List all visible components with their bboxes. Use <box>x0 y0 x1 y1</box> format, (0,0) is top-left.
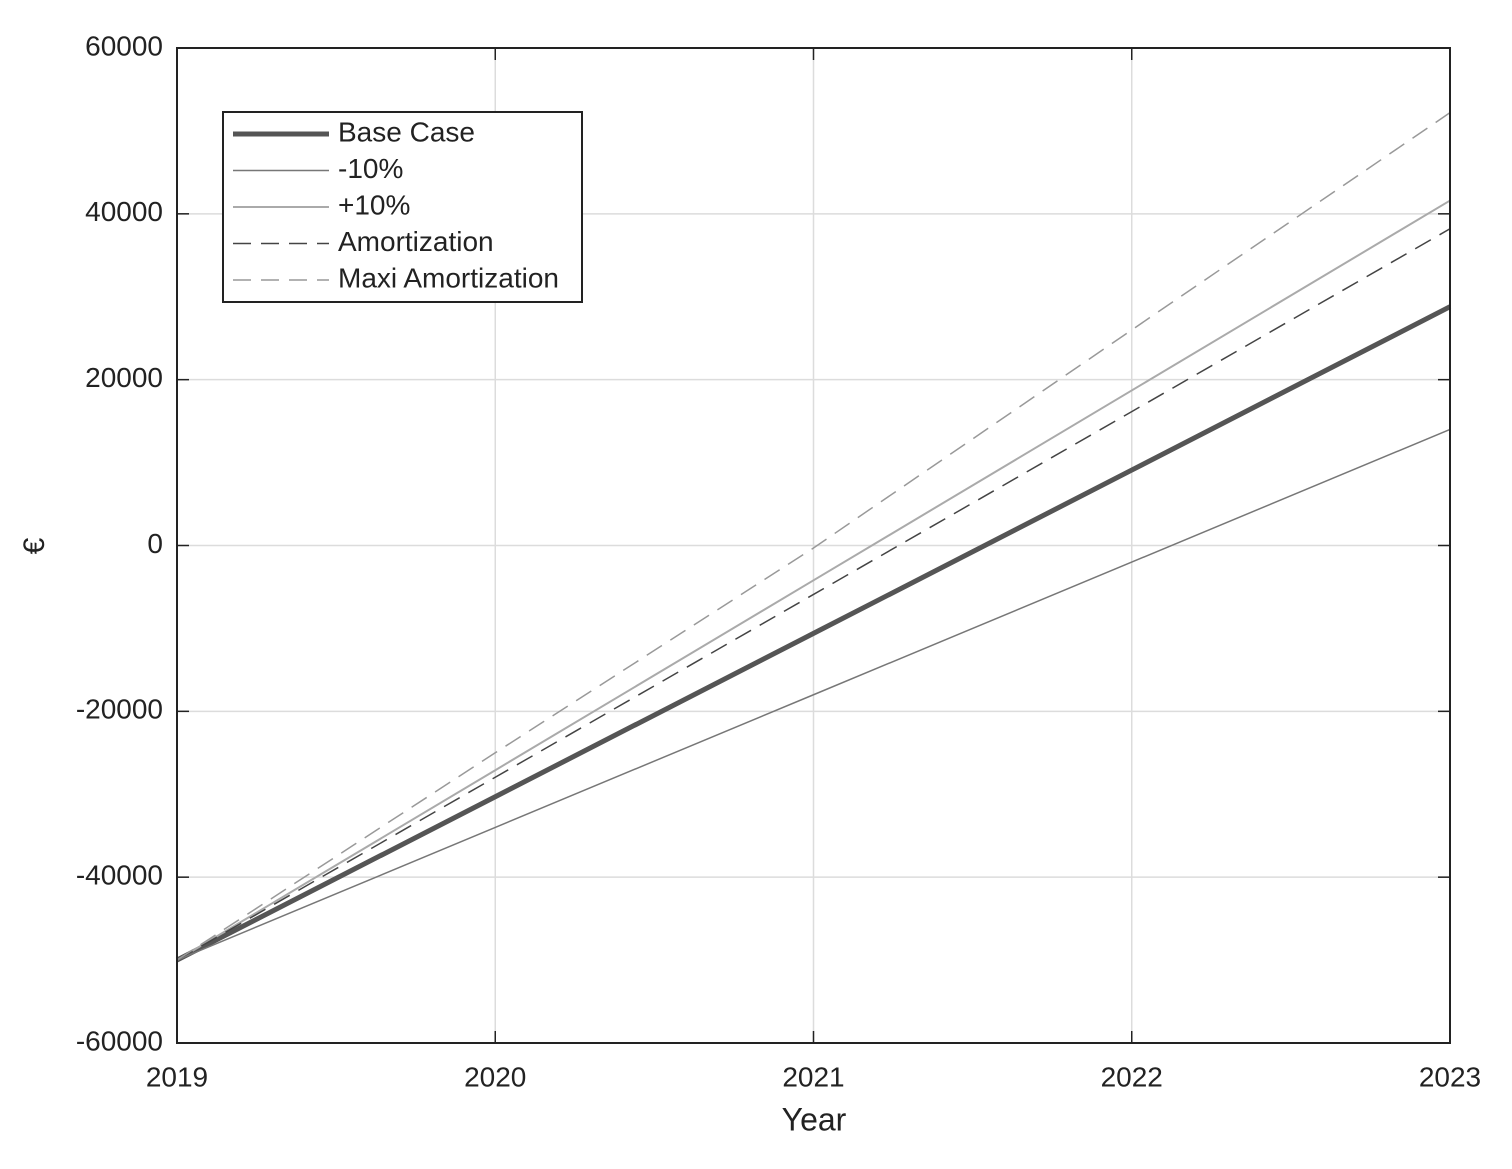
legend-label: +10% <box>338 189 410 220</box>
series-line <box>176 228 1451 961</box>
x-tick-label: 2019 <box>146 1061 208 1092</box>
y-tick-label: 20000 <box>85 362 163 393</box>
y-tick-label: 0 <box>147 528 163 559</box>
y-tick-label: -20000 <box>76 694 163 725</box>
series-line <box>176 112 1451 961</box>
series-line <box>175 304 1452 963</box>
y-tick-label: -40000 <box>76 860 163 891</box>
y-tick-label: 60000 <box>85 30 163 61</box>
legend-label: Maxi Amortization <box>338 262 559 293</box>
plot-frame <box>176 47 1451 1044</box>
y-axis-label: € <box>18 537 51 554</box>
legend: Base Case -10% +10% Amortization Maxi Amorti… <box>222 111 583 303</box>
y-tick-label: -60000 <box>76 1025 163 1056</box>
legend-label: -10% <box>338 153 403 184</box>
y-tick-label: 40000 <box>85 196 163 227</box>
x-tick-label: 2021 <box>782 1061 844 1092</box>
legend-label: Amortization <box>338 226 494 257</box>
legend-label: Base Case <box>338 116 475 147</box>
x-tick-label: 2023 <box>1419 1061 1481 1092</box>
series-line <box>176 199 1451 961</box>
x-tick-label: 2022 <box>1101 1061 1163 1092</box>
series-line <box>176 428 1451 961</box>
x-tick-label: 2020 <box>464 1061 526 1092</box>
x-axis-label: Year <box>782 1101 847 1137</box>
